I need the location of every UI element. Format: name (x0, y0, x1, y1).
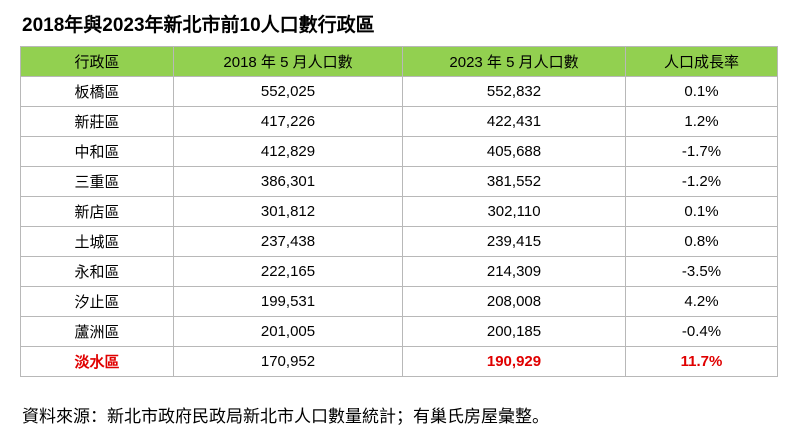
table-cell: 永和區 (20, 256, 174, 287)
table-cell: 11.7% (625, 346, 778, 377)
column-header: 2023 年 5 月人口數 (402, 46, 626, 77)
table-cell: 301,812 (173, 196, 403, 227)
table-cell: 0.8% (625, 226, 778, 257)
table-cell: 200,185 (402, 316, 626, 347)
source-note: 資料來源：新北市政府民政局新北市人口數量統計；有巢氏房屋彙整。 (22, 407, 549, 426)
table-cell: 552,025 (173, 76, 403, 107)
header-row: 行政區 2018 年 5 月人口數 2023 年 5 月人口數 人口成長率 (20, 46, 778, 77)
table-cell: 蘆洲區 (20, 316, 174, 347)
table-cell: 190,929 (402, 346, 626, 377)
table-cell: -1.7% (625, 136, 778, 167)
table-row: 新店區 301,812 302,110 0.1% (20, 196, 778, 227)
table-row: 土城區 237,438 239,415 0.8% (20, 226, 778, 257)
table-cell: 新莊區 (20, 106, 174, 137)
table-cell: 4.2% (625, 286, 778, 317)
table-cell: -1.2% (625, 166, 778, 197)
table-row: 淡水區 170,952 190,929 11.7% (20, 346, 778, 377)
table-cell: 中和區 (20, 136, 174, 167)
table-row: 板橋區 552,025 552,832 0.1% (20, 76, 778, 107)
table-cell: 淡水區 (20, 346, 174, 377)
table-cell: 201,005 (173, 316, 403, 347)
table-cell: 552,832 (402, 76, 626, 107)
table-row: 新莊區 417,226 422,431 1.2% (20, 106, 778, 137)
table-cell: 土城區 (20, 226, 174, 257)
table-cell: 302,110 (402, 196, 626, 227)
table-cell: 422,431 (402, 106, 626, 137)
table-cell: 239,415 (402, 226, 626, 257)
table-cell: 208,008 (402, 286, 626, 317)
title: 2018年與2023年新北市前10人口數行政區 (22, 15, 375, 36)
table-cell: -0.4% (625, 316, 778, 347)
column-header: 行政區 (20, 46, 174, 77)
table: 行政區 2018 年 5 月人口數 2023 年 5 月人口數 人口成長率 板橋區 55… (20, 46, 778, 377)
table-cell: 386,301 (173, 166, 403, 197)
table-cell: 417,226 (173, 106, 403, 137)
table-cell: 222,165 (173, 256, 403, 287)
table-cell: 0.1% (625, 196, 778, 227)
table-cell: 170,952 (173, 346, 403, 377)
table-cell: 405,688 (402, 136, 626, 167)
table-row: 汐止區 199,531 208,008 4.2% (20, 286, 778, 317)
table-cell: 412,829 (173, 136, 403, 167)
table-cell: 板橋區 (20, 76, 174, 107)
table-cell: -3.5% (625, 256, 778, 287)
column-header: 2018 年 5 月人口數 (173, 46, 403, 77)
table-cell: 新店區 (20, 196, 174, 227)
table-cell: 0.1% (625, 76, 778, 107)
table-cell: 三重區 (20, 166, 174, 197)
table-row: 蘆洲區 201,005 200,185 -0.4% (20, 316, 778, 347)
table-cell: 199,531 (173, 286, 403, 317)
table-body: 板橋區 552,025 552,832 0.1% 新莊區 417,226 422,431 1.… (20, 76, 778, 377)
table-row: 永和區 222,165 214,309 -3.5% (20, 256, 778, 287)
table-cell: 汐止區 (20, 286, 174, 317)
table-cell: 1.2% (625, 106, 778, 137)
table-cell: 237,438 (173, 226, 403, 257)
table-row: 中和區 412,829 405,688 -1.7% (20, 136, 778, 167)
table-cell: 214,309 (402, 256, 626, 287)
table-cell: 381,552 (402, 166, 626, 197)
table-row: 三重區 386,301 381,552 -1.2% (20, 166, 778, 197)
column-header: 人口成長率 (625, 46, 778, 77)
